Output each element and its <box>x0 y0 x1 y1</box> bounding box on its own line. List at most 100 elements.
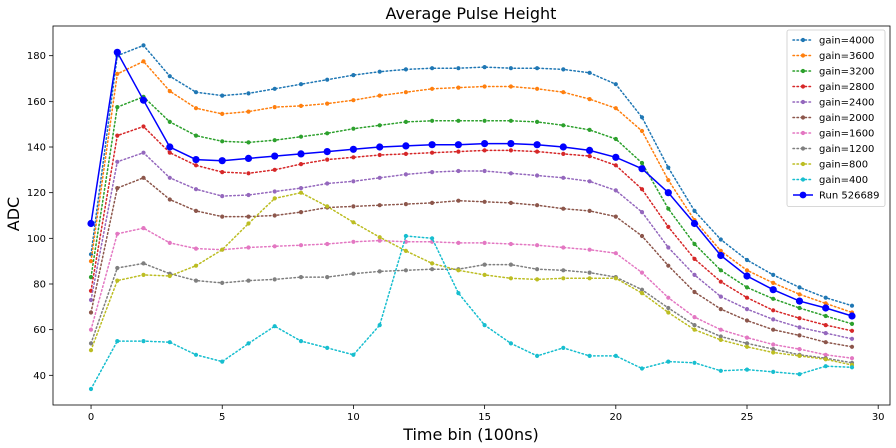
data-point-run-526689-8 <box>297 150 305 158</box>
data-point-gain-3200-14 <box>456 118 461 123</box>
data-point-gain-1600-9 <box>325 241 330 247</box>
data-point-gain-1600-16 <box>508 241 513 247</box>
data-point-gain-400-2 <box>141 339 146 344</box>
data-point-gain-1600-29 <box>849 356 855 361</box>
data-point-gain-1600-20 <box>613 251 618 256</box>
data-point-gain-3200-4 <box>193 133 199 138</box>
series-line-gain-1600 <box>90 227 853 359</box>
data-point-gain-1600-19 <box>587 247 592 252</box>
data-point-run-526689-7 <box>271 152 279 160</box>
legend-label-gain-1200: gain=1200 <box>819 144 874 155</box>
data-point-run-526689-25 <box>743 272 751 280</box>
y-tick-label-140: 140 <box>27 143 46 154</box>
data-point-gain-1600-6 <box>246 245 251 250</box>
data-point-gain-400-4 <box>193 352 199 357</box>
x-tick-label-25: 25 <box>741 412 754 423</box>
x-tick-label-15: 15 <box>478 412 491 423</box>
data-point-gain-3200-24 <box>718 268 723 273</box>
series-gain-1200 <box>88 261 855 365</box>
data-point-gain-2400-24 <box>718 294 723 299</box>
data-point-gain-4000-11 <box>377 69 382 74</box>
data-point-gain-400-6 <box>246 341 251 346</box>
data-point-gain-3600-9 <box>325 101 330 106</box>
data-point-gain-3600-1 <box>115 71 120 76</box>
data-point-gain-400-13 <box>430 236 435 241</box>
data-point-run-526689-11 <box>376 143 384 151</box>
data-point-gain-800-1 <box>115 278 120 283</box>
y-tick-label-80: 80 <box>33 279 46 290</box>
data-point-gain-2400-22 <box>666 245 671 250</box>
data-point-gain-800-11 <box>377 235 382 240</box>
data-point-gain-2000-6 <box>246 214 251 219</box>
data-point-gain-1200-9 <box>325 275 330 280</box>
data-point-gain-2000-3 <box>167 197 172 202</box>
data-point-gain-1200-25 <box>744 341 750 346</box>
data-point-gain-1200-6 <box>246 278 251 283</box>
data-point-gain-800-25 <box>744 344 750 349</box>
data-point-gain-1600-0 <box>88 327 94 332</box>
data-point-gain-2400-2 <box>141 150 146 155</box>
data-point-run-526689-16 <box>507 140 515 148</box>
data-point-gain-800-14 <box>456 268 461 273</box>
data-point-gain-3600-4 <box>193 106 199 111</box>
data-point-gain-4000-27 <box>797 285 802 290</box>
data-point-gain-4000-13 <box>430 66 435 71</box>
data-point-gain-3600-18 <box>561 90 566 95</box>
data-point-gain-1600-28 <box>823 352 828 357</box>
data-point-gain-2000-26 <box>771 327 776 332</box>
data-point-run-526689-10 <box>349 145 357 153</box>
data-point-gain-1600-18 <box>561 245 566 250</box>
data-point-gain-1200-8 <box>298 275 304 280</box>
data-point-gain-2800-8 <box>298 162 304 167</box>
data-point-gain-3600-11 <box>377 93 382 98</box>
data-point-gain-1600-15 <box>482 240 487 245</box>
data-point-gain-4000-21 <box>639 115 645 120</box>
data-point-gain-800-10 <box>351 220 356 225</box>
data-point-gain-400-25 <box>744 367 750 372</box>
data-point-gain-2400-13 <box>430 170 435 175</box>
data-point-gain-800-23 <box>692 327 697 332</box>
series-line-gain-2800 <box>90 125 853 332</box>
x-tick-label-10: 10 <box>347 412 360 423</box>
data-point-gain-1600-21 <box>639 270 645 275</box>
data-point-gain-1600-3 <box>167 240 172 245</box>
data-point-gain-2800-2 <box>141 124 146 129</box>
data-point-gain-3200-11 <box>377 123 382 128</box>
data-point-gain-2800-20 <box>613 163 618 168</box>
data-point-gain-1200-7 <box>272 277 277 282</box>
data-point-gain-3200-18 <box>561 123 566 128</box>
data-point-gain-3600-24 <box>718 248 723 253</box>
legend-swatch-marker-gain-1200 <box>800 146 806 151</box>
data-point-gain-1600-22 <box>666 295 671 300</box>
data-point-gain-3600-12 <box>403 90 408 95</box>
data-point-gain-800-27 <box>797 353 802 358</box>
data-point-gain-2800-21 <box>639 187 645 192</box>
legend-label-gain-2000: gain=2000 <box>819 113 874 124</box>
legend-swatch-marker-gain-2000 <box>800 115 806 120</box>
legend-label-gain-3600: gain=3600 <box>819 51 874 62</box>
y-tick-label-180: 180 <box>27 51 46 62</box>
data-point-gain-2400-9 <box>325 181 330 186</box>
data-point-gain-2400-26 <box>771 317 776 322</box>
data-point-run-526689-21 <box>638 165 646 173</box>
data-point-gain-800-18 <box>561 276 566 281</box>
data-point-gain-1200-17 <box>535 267 540 272</box>
data-point-gain-2400-10 <box>351 179 356 184</box>
legend-entry-gain-1600: gain=1600 <box>792 129 874 140</box>
data-point-gain-3200-28 <box>823 313 828 319</box>
y-axis-title: ADC <box>4 197 23 231</box>
data-point-gain-2000-28 <box>823 340 828 345</box>
data-point-gain-2000-12 <box>403 202 408 207</box>
data-point-gain-2400-3 <box>167 175 172 180</box>
series-gain-800 <box>88 190 855 368</box>
data-point-gain-1200-13 <box>430 267 435 272</box>
legend: gain=4000 gain=3600 gain=3200 gain=2800 gain… <box>786 29 886 207</box>
legend-swatch-marker-gain-2400 <box>800 99 806 105</box>
data-point-gain-3600-10 <box>351 98 356 103</box>
data-point-gain-3600-27 <box>797 292 802 297</box>
data-point-gain-400-23 <box>692 360 697 365</box>
legend-label-gain-2400: gain=2400 <box>819 98 874 109</box>
data-point-gain-400-7 <box>272 324 277 329</box>
data-point-gain-1600-10 <box>351 239 356 244</box>
series-gain-400 <box>88 233 855 392</box>
